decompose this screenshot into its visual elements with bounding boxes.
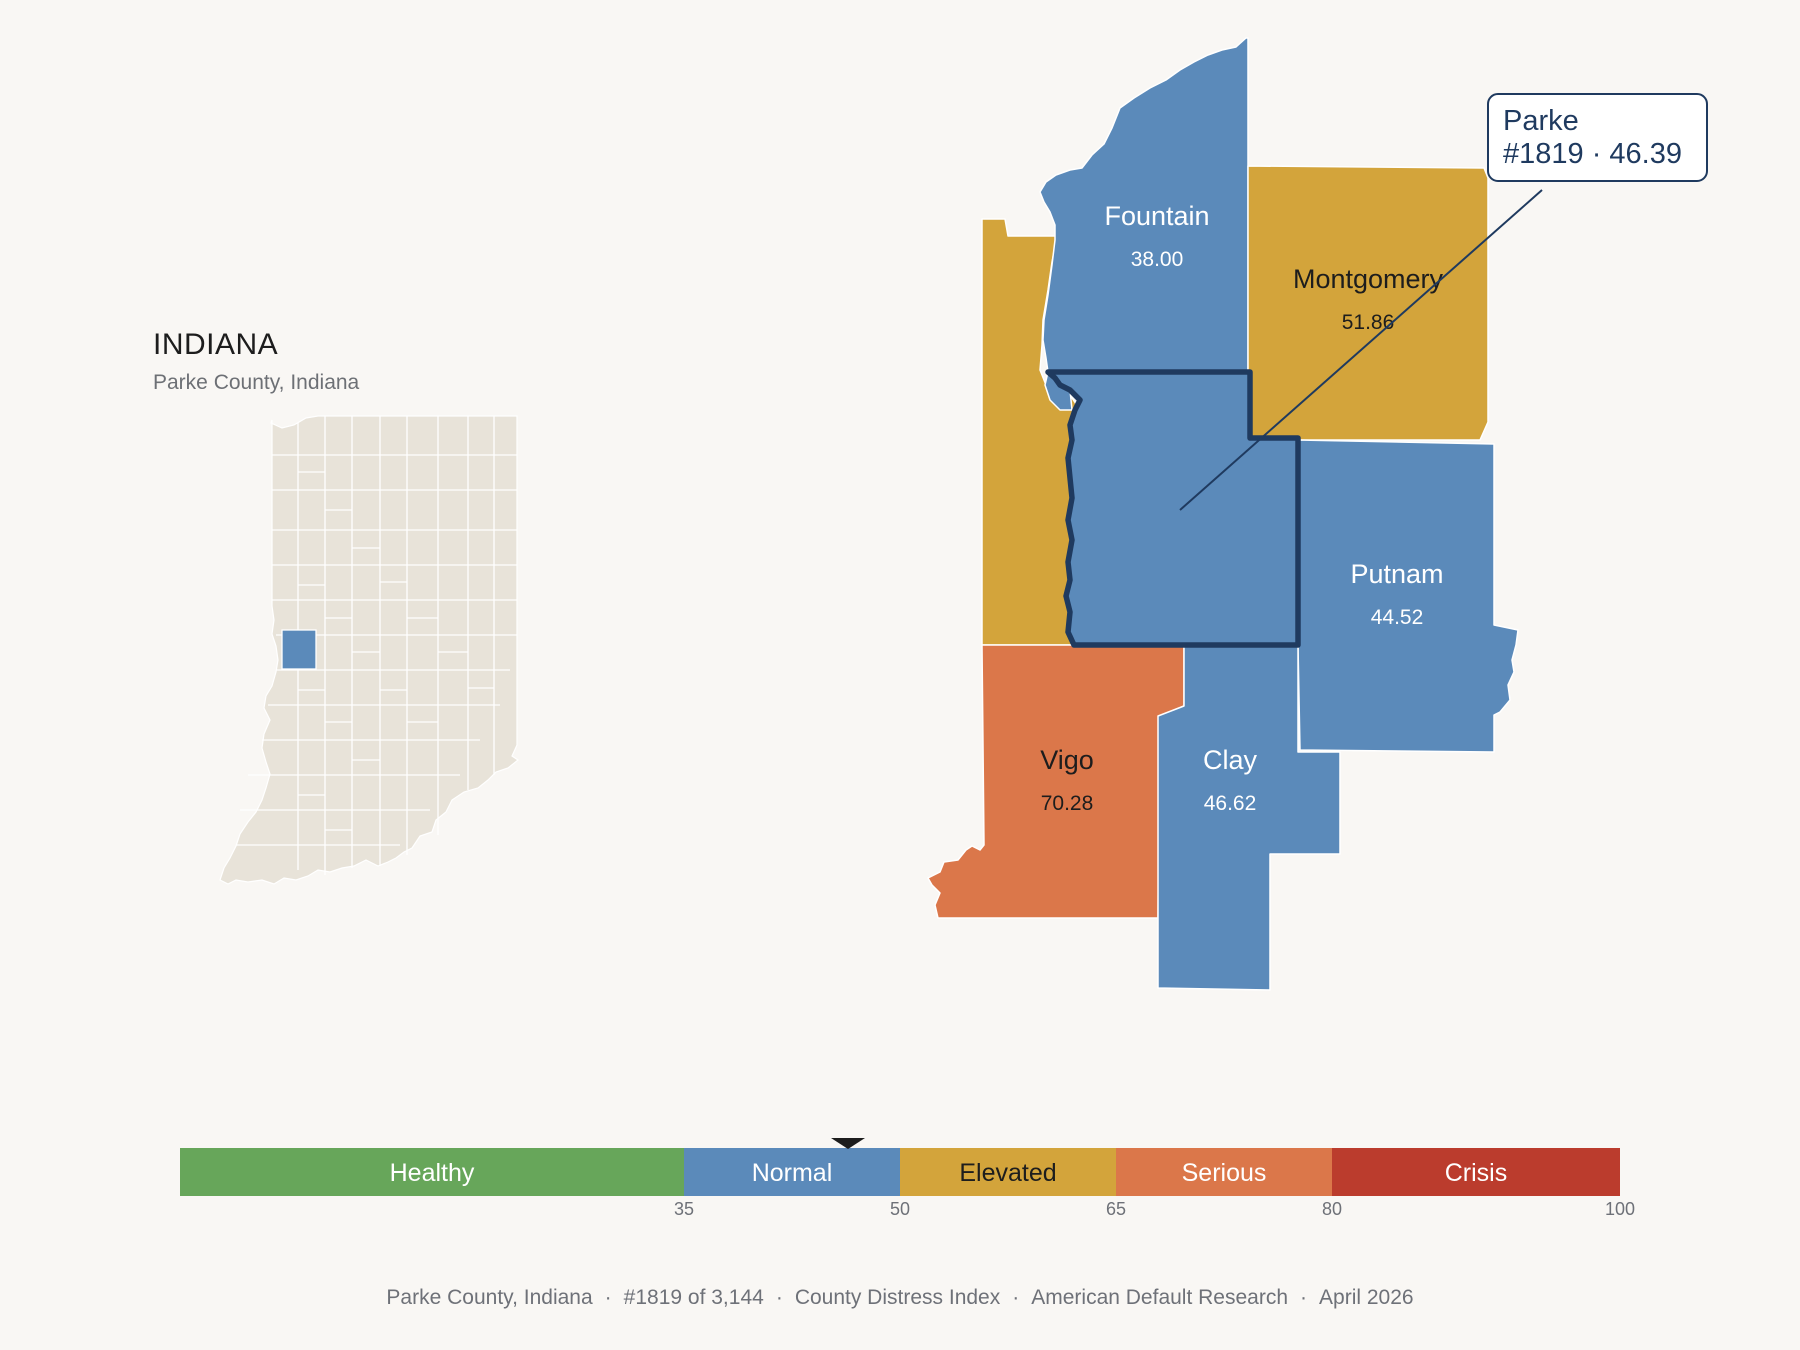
indiana-state-shape <box>219 415 520 885</box>
county-value-fountain: 38.00 <box>1131 248 1184 271</box>
footer-separator: · <box>775 1286 783 1309</box>
legend-segment-healthy <box>180 1148 684 1196</box>
legend-tick-label: 35 <box>674 1199 694 1219</box>
county-labels: Fountain 38.00 Montgomery 51.86 Putnam 4… <box>1040 201 1443 815</box>
legend-value-marker <box>831 1138 866 1149</box>
county-label-clay: Clay <box>1203 745 1258 775</box>
legend-segment-serious <box>1116 1148 1332 1196</box>
inset-parke-county <box>281 629 317 670</box>
main-map <box>927 37 1519 991</box>
inset-state-title: INDIANA <box>153 328 279 361</box>
legend-bar: Healthy Normal Elevated Serious Crisis 35 50 65… <box>180 1138 1635 1219</box>
footer-county: Parke County, Indiana <box>386 1286 593 1309</box>
callout-leader-line <box>1179 189 1543 511</box>
legend-segment-normal <box>684 1148 900 1196</box>
inset-subtitle: Parke County, Indiana <box>153 371 360 394</box>
legend-label-elevated: Elevated <box>959 1159 1056 1187</box>
footer-separator: · <box>604 1286 612 1309</box>
county-clay <box>1157 644 1341 991</box>
county-montgomery <box>1247 165 1489 441</box>
legend-label-healthy: Healthy <box>390 1159 475 1187</box>
inset-map <box>219 415 520 885</box>
county-fountain <box>1039 37 1249 373</box>
legend-segment-crisis <box>1332 1148 1620 1196</box>
footer-rank: #1819 of 3,144 <box>623 1286 764 1309</box>
legend-tick-label: 80 <box>1322 1199 1342 1219</box>
footer-separator: · <box>1012 1286 1020 1309</box>
legend-tick-label: 100 <box>1605 1199 1635 1219</box>
legend-tick-label: 50 <box>890 1199 910 1219</box>
footer-separator: · <box>1300 1286 1308 1309</box>
legend-tick-label: 65 <box>1106 1199 1126 1219</box>
county-putnam <box>1297 439 1519 753</box>
legend-label-normal: Normal <box>752 1159 833 1187</box>
footer-source: American Default Research <box>1031 1286 1289 1309</box>
footer-index: County Distress Index <box>794 1286 1001 1309</box>
county-value-montgomery: 51.86 <box>1342 311 1395 334</box>
legend-label-serious: Serious <box>1182 1159 1267 1187</box>
callout-rank-score: #1819 · 46.39 <box>1503 138 1682 170</box>
county-label-vigo: Vigo <box>1040 745 1094 775</box>
footer-caption: Parke County, Indiana · #1819 of 3,144 · Cou… <box>0 1286 1800 1310</box>
parke-highlight-outline <box>1045 369 1301 648</box>
county-value-putnam: 44.52 <box>1371 606 1424 629</box>
parke-callout: Parke #1819 · 46.39 <box>1487 93 1708 182</box>
county-value-clay: 46.62 <box>1204 792 1257 815</box>
legend-label-crisis: Crisis <box>1445 1159 1508 1187</box>
county-value-vigo: 70.28 <box>1041 792 1094 815</box>
county-label-fountain: Fountain <box>1104 201 1209 231</box>
legend-segment-elevated <box>900 1148 1116 1196</box>
county-label-montgomery: Montgomery <box>1293 264 1444 294</box>
county-vigo <box>927 644 1185 919</box>
callout-county-name: Parke <box>1503 105 1579 137</box>
footer-date: April 2026 <box>1319 1286 1414 1309</box>
county-label-putnam: Putnam <box>1350 559 1443 589</box>
